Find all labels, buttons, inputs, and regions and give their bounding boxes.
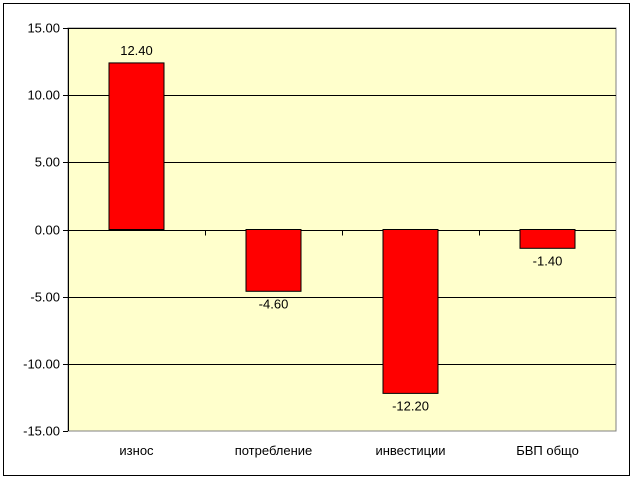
data-label: -12.20	[392, 398, 429, 413]
y-tick-label: 0.00	[35, 223, 60, 238]
y-tick-label: 10.00	[27, 88, 60, 103]
y-tick-label: 5.00	[35, 155, 60, 170]
category-label: износ	[119, 443, 154, 458]
category-label: инвестиции	[375, 443, 445, 458]
data-label: 12.40	[120, 43, 153, 58]
y-tick-label: -10.00	[23, 357, 60, 372]
category-label: БВП общо	[516, 443, 579, 458]
y-tick-label: -5.00	[30, 290, 60, 305]
data-label: -4.60	[259, 296, 289, 311]
y-tick-label: -15.00	[23, 424, 60, 439]
y-axis: 15.00 10.00 5.00 0.00 -5.00 -10.00 -15.00	[23, 21, 69, 439]
bar	[519, 229, 576, 249]
category-label: потребление	[235, 443, 313, 458]
bar	[382, 229, 439, 394]
category-labels: износ потребление инвестиции БВП общо	[119, 443, 578, 458]
y-tick-label: 15.00	[27, 21, 60, 36]
bars	[108, 62, 576, 394]
bar	[245, 229, 302, 292]
data-labels: 12.40 -4.60 -12.20 -1.40	[120, 43, 562, 413]
data-label: -1.40	[533, 253, 563, 268]
bar	[108, 62, 165, 230]
